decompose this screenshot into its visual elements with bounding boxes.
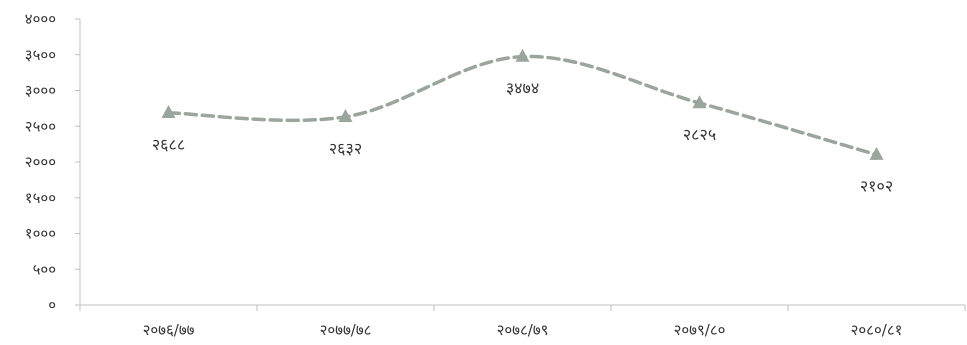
data-label: २१०२ [860, 177, 893, 196]
data-markers [161, 48, 884, 160]
x-tick-label: २०७६/७७ [143, 321, 195, 339]
y-tick-label: ० [48, 296, 56, 314]
data-label: २८२५ [683, 125, 716, 144]
x-tick-label: २०८०/८१ [851, 321, 903, 339]
data-point-marker [692, 95, 707, 109]
y-tick-label: ३००० [25, 82, 56, 100]
y-tick-label: ४००० [25, 10, 56, 28]
y-tick-label: २५०० [25, 117, 56, 135]
chart-axes [79, 19, 965, 306]
series-line-group [166, 54, 879, 157]
data-label: २६८८ [152, 135, 185, 154]
x-tick-label: २०७८/७९ [497, 321, 549, 339]
y-axis-ticks: ० ५०० १००० १५०० २००० २५०० ३००० ३५०० ४००० [25, 10, 80, 314]
y-tick-label: ३५०० [25, 46, 56, 64]
data-point-marker [515, 48, 530, 62]
x-tick-label: २०७७/७८ [320, 321, 372, 339]
data-point-marker [869, 146, 884, 160]
y-tick-label: ५०० [33, 260, 56, 278]
y-tick-label: १५०० [25, 189, 56, 207]
series-line [166, 54, 879, 157]
data-point-marker [161, 105, 176, 119]
data-label: २६३२ [329, 139, 362, 158]
data-label: ३४७४ [506, 79, 539, 98]
x-tick-label: २०७९/८० [674, 321, 726, 339]
data-point-marker [338, 109, 353, 123]
x-axis-ticks: २०७६/७७ २०७७/७८ २०७८/७९ २०७९/८० २०८०/८१ [79, 305, 966, 339]
y-tick-label: १००० [25, 225, 56, 243]
y-tick-label: २००० [25, 153, 56, 171]
data-labels: २६८८ २६३२ ३४७४ २८२५ २१०२ [152, 79, 893, 196]
